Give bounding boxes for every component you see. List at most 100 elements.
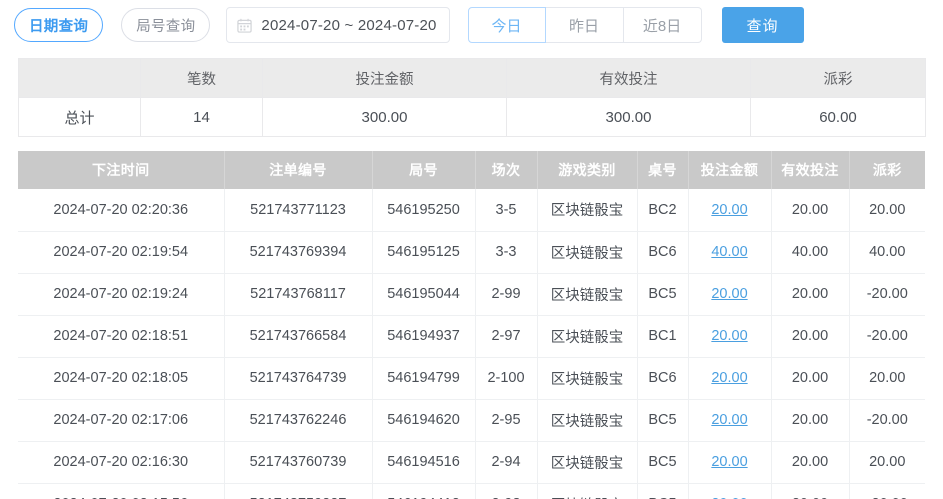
cell-bet-amount[interactable]: 20.00 — [688, 483, 772, 499]
search-button-label: 查询 — [746, 17, 779, 35]
cell-payout: 20.00 — [849, 441, 925, 484]
summary-header-bet-amount: 投注金额 — [262, 58, 507, 98]
cell-table-no: BC5 — [637, 441, 689, 484]
records-header-row: 下注时间 注单编号 局号 场次 游戏类别 桌号 投注金额 有效投注 派彩 — [18, 151, 925, 189]
cell-game-type: 区块链骰宝 — [537, 231, 638, 274]
summary-header-count: 笔数 — [140, 58, 263, 98]
cell-table-no: BC5 — [637, 273, 689, 316]
table-row[interactable]: 2024-07-20 02:19:24 521743768117 546195044… — [18, 273, 925, 316]
column-header-order-no[interactable]: 注单编号 — [224, 151, 373, 189]
cell-game-type: 区块链骰宝 — [537, 315, 638, 358]
search-button[interactable]: 查询 — [721, 7, 804, 43]
column-header-payout[interactable]: 派彩 — [849, 151, 925, 189]
tab-date-query[interactable]: 日期查询 — [14, 8, 104, 42]
cell-game-type: 区块链骰宝 — [537, 441, 638, 484]
cell-valid-bet: 20.00 — [771, 399, 850, 442]
cell-order-no: 521743769394 — [224, 231, 373, 274]
cell-table-no: BC5 — [637, 399, 689, 442]
summary-total-count: 14 — [140, 97, 263, 137]
cell-table-no: BC5 — [637, 483, 689, 499]
cell-session: 2-100 — [475, 357, 538, 400]
cell-order-no: 521743760739 — [224, 441, 373, 484]
cell-payout: 20.00 — [849, 357, 925, 400]
cell-session: 2-94 — [475, 441, 538, 484]
summary-header-row: 笔数 投注金额 有效投注 派彩 — [18, 58, 926, 98]
column-header-valid-bet[interactable]: 有效投注 — [771, 151, 850, 189]
cell-round-no: 546194412 — [372, 483, 476, 499]
column-header-bet-time[interactable]: 下注时间 — [18, 151, 225, 189]
bet-amount-link[interactable]: 20.00 — [711, 286, 748, 302]
bet-amount-link[interactable]: 20.00 — [711, 328, 748, 344]
bet-amount-link[interactable]: 20.00 — [711, 496, 747, 499]
cell-session: 2-93 — [475, 483, 538, 499]
bet-amount-link[interactable]: 40.00 — [711, 244, 748, 260]
range-button-yesterday-label: 昨日 — [569, 17, 600, 35]
bet-amount-link[interactable]: 20.00 — [711, 370, 748, 386]
cell-session: 3-3 — [475, 231, 538, 274]
summary-section: 笔数 投注金额 有效投注 派彩 总计 14 300.00 300.00 60.0… — [0, 50, 943, 137]
cell-payout: 40.00 — [849, 231, 925, 274]
cell-bet-time: 2024-07-20 02:16:30 — [18, 441, 225, 484]
table-row[interactable]: 2024-07-20 02:18:51 521743766584 546194937… — [18, 315, 925, 358]
cell-payout: -20.00 — [849, 273, 925, 316]
table-row[interactable]: 2024-07-20 02:17:06 521743762246 546194620… — [18, 399, 925, 442]
column-header-session[interactable]: 场次 — [475, 151, 538, 189]
cell-payout: -20.00 — [849, 315, 925, 358]
cell-bet-time: 2024-07-20 02:20:36 — [18, 189, 225, 232]
cell-valid-bet: 40.00 — [771, 231, 850, 274]
cell-order-no: 521743768117 — [224, 273, 373, 316]
cell-game-type: 区块链骰宝 — [537, 273, 638, 316]
table-row[interactable]: 2024-07-20 02:20:36 521743771123 546195250… — [18, 189, 925, 232]
column-header-table-no[interactable]: 桌号 — [637, 151, 689, 189]
column-header-round-no[interactable]: 局号 — [372, 151, 476, 189]
cell-valid-bet: 20.00 — [771, 189, 850, 232]
cell-valid-bet: 20.00 — [771, 315, 850, 358]
cell-bet-amount[interactable]: 20.00 — [688, 273, 772, 316]
summary-header-valid-bet: 有效投注 — [506, 58, 751, 98]
cell-game-type: 区块链骰宝 — [537, 483, 638, 499]
cell-bet-amount[interactable]: 20.00 — [688, 441, 772, 484]
records-section: 下注时间 注单编号 局号 场次 游戏类别 桌号 投注金额 有效投注 派彩 202… — [0, 137, 943, 499]
records-body: 2024-07-20 02:20:36 521743771123 546195250… — [18, 189, 925, 499]
column-header-game-type[interactable]: 游戏类别 — [537, 151, 638, 189]
calendar-icon — [237, 18, 253, 33]
cell-order-no: 521743759227 — [224, 483, 373, 499]
range-button-last8days-label: 近8日 — [642, 17, 682, 35]
cell-bet-amount[interactable]: 20.00 — [688, 189, 772, 232]
cell-round-no: 546194799 — [372, 357, 476, 400]
cell-session: 2-97 — [475, 315, 538, 358]
cell-bet-time: 2024-07-20 02:19:54 — [18, 231, 225, 274]
cell-order-no: 521743764739 — [224, 357, 373, 400]
range-button-last8days[interactable]: 近8日 — [623, 7, 702, 43]
cell-bet-amount[interactable]: 20.00 — [688, 357, 772, 400]
table-row[interactable]: 2024-07-20 02:18:05 521743764739 546194799… — [18, 357, 925, 400]
column-header-bet-amount[interactable]: 投注金额 — [688, 151, 772, 189]
cell-bet-amount[interactable]: 40.00 — [688, 231, 772, 274]
summary-table: 笔数 投注金额 有效投注 派彩 总计 14 300.00 300.00 60.0… — [18, 58, 926, 137]
cell-valid-bet: 20.00 — [771, 273, 850, 316]
cell-table-no: BC2 — [637, 189, 689, 232]
cell-payout: 20.00 — [849, 189, 925, 232]
cell-bet-amount[interactable]: 20.00 — [688, 399, 772, 442]
cell-valid-bet: 20.00 — [771, 441, 850, 484]
cell-bet-amount[interactable]: 20.00 — [688, 315, 772, 358]
cell-round-no: 546195044 — [372, 273, 476, 316]
table-row[interactable]: 2024-07-20 02:15:56521743759227546194412… — [18, 483, 925, 499]
cell-bet-time: 2024-07-20 02:15:56 — [18, 483, 225, 499]
range-button-yesterday[interactable]: 昨日 — [545, 7, 624, 43]
date-range-picker[interactable]: 2024-07-20 ~ 2024-07-20 — [226, 7, 450, 43]
range-button-today[interactable]: 今日 — [467, 7, 546, 43]
tab-round-query[interactable]: 局号查询 — [121, 8, 211, 42]
records-table: 下注时间 注单编号 局号 场次 游戏类别 桌号 投注金额 有效投注 派彩 202… — [18, 151, 925, 499]
table-row[interactable]: 2024-07-20 02:16:30 521743760739 546194516… — [18, 441, 925, 484]
cell-bet-time: 2024-07-20 02:18:05 — [18, 357, 225, 400]
cell-round-no: 546194937 — [372, 315, 476, 358]
bet-amount-link[interactable]: 20.00 — [711, 412, 748, 428]
query-toolbar: 日期查询 局号查询 2024-07-20 ~ 2024-07-20 今日 — [0, 0, 943, 50]
bet-amount-link[interactable]: 20.00 — [711, 454, 748, 470]
table-row[interactable]: 2024-07-20 02:19:54 521743769394 546195125… — [18, 231, 925, 274]
summary-total-valid-bet: 300.00 — [506, 97, 751, 137]
bet-amount-link[interactable]: 20.00 — [711, 201, 748, 218]
cell-valid-bet: 20.00 — [771, 483, 850, 499]
quick-range-button-group: 今日 昨日 近8日 — [467, 7, 702, 43]
